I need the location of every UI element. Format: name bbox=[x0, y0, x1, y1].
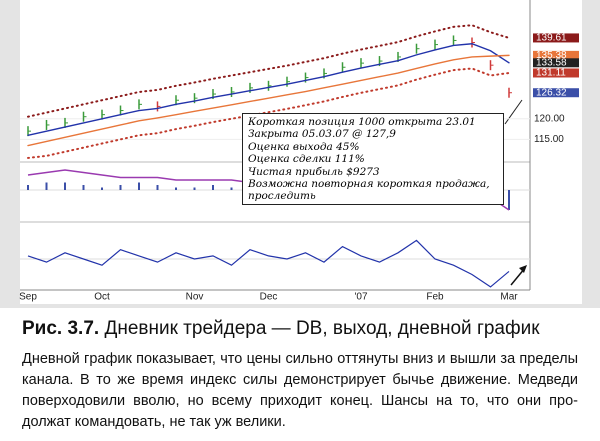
annotation-line: Чистая прибыль $9273 bbox=[248, 165, 380, 178]
annotation-line: Оценка сделки 111% bbox=[248, 153, 365, 166]
paragraph: Дневной график показывает, что цены силь… bbox=[22, 349, 578, 433]
price-tag-label: 131.11 bbox=[536, 68, 566, 79]
annotation-line: Оценка выхода 45% bbox=[248, 140, 360, 153]
force-index-line bbox=[27, 239, 510, 288]
paragraph-line: должат командовать, не так уж велики. bbox=[22, 414, 286, 430]
price-tag bbox=[533, 68, 579, 78]
x-tick-label: Mar bbox=[500, 292, 518, 303]
y-tick-label: 115.00 bbox=[534, 134, 564, 145]
annotation-box: Короткая позиция 1000 открыта 23.01 Закры… bbox=[242, 113, 504, 205]
series-line bbox=[27, 24, 510, 118]
series-line bbox=[27, 67, 510, 159]
annotation-line: проследить bbox=[248, 190, 316, 203]
paragraph-line: канала. В то же время индекс силы демонс… bbox=[22, 372, 578, 388]
x-tick-label: Feb bbox=[426, 292, 444, 303]
annotation-line: Возможна повторная короткая продажа, bbox=[248, 178, 490, 191]
caption-label: Рис. 3.7. bbox=[22, 318, 100, 339]
price-tag bbox=[533, 33, 579, 43]
series-line bbox=[27, 43, 510, 136]
caption-title: Дневник трейдера — DB, выход, дневной гр… bbox=[104, 318, 540, 339]
caption: Рис. 3.7. Дневник трейдера — DB, выход, … bbox=[22, 318, 540, 340]
x-tick-label: Sep bbox=[19, 292, 37, 303]
price-tag bbox=[533, 50, 579, 60]
price-tag-label: 135.38 bbox=[536, 50, 567, 61]
y-tick-label: 120.00 bbox=[534, 113, 565, 124]
annotation-line: Закрыта 05.03.07 @ 127,9 bbox=[248, 128, 396, 141]
paragraph-line: поверходовили вволю, но всему приходит к… bbox=[22, 393, 578, 409]
price-tag-label: 126.32 bbox=[536, 87, 567, 98]
x-tick-label: '07 bbox=[354, 292, 367, 303]
paragraph-line: Дневной график показывает, что цены силь… bbox=[22, 351, 578, 367]
x-tick-label: Nov bbox=[186, 292, 204, 303]
series-line bbox=[27, 54, 510, 147]
arrow-head bbox=[519, 265, 527, 273]
price-tag-label: 133.58 bbox=[536, 57, 567, 68]
price-tag bbox=[533, 88, 579, 98]
x-tick-label: Oct bbox=[94, 292, 110, 303]
callout-line bbox=[504, 99, 523, 125]
x-tick-label: Dec bbox=[260, 292, 278, 303]
annotation-line: Короткая позиция 1000 открыта 23.01 bbox=[248, 116, 476, 128]
price-tag-label: 139.61 bbox=[536, 33, 567, 44]
price-tag bbox=[533, 58, 579, 68]
